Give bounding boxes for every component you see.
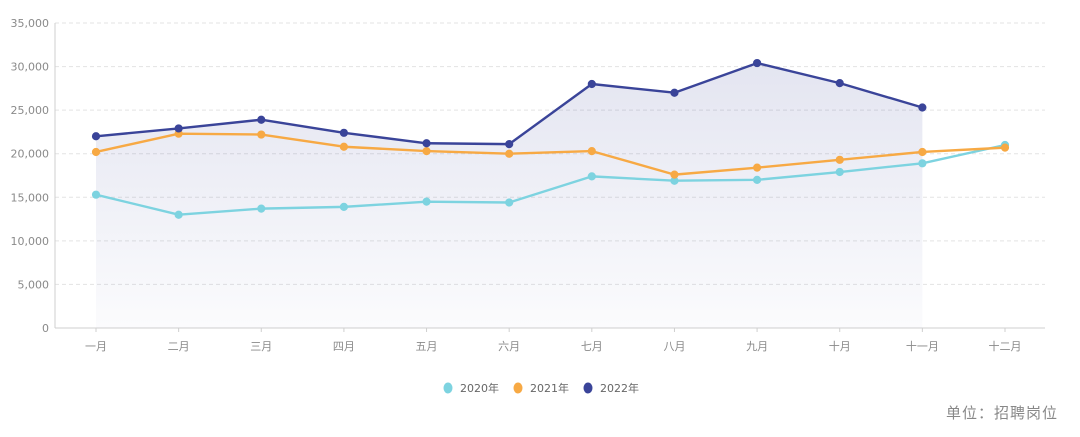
legend-marker <box>443 382 453 394</box>
x-tick-label: 八月 <box>663 340 685 353</box>
x-tick-label: 六月 <box>498 340 520 353</box>
data-point <box>670 170 679 179</box>
data-point <box>835 79 844 88</box>
data-point <box>587 79 596 89</box>
x-tick-label: 七月 <box>581 340 603 353</box>
data-point <box>505 149 514 158</box>
legend-marker <box>583 382 593 394</box>
axes: 0 5,000 10,000 15,000 20,000 25,000 30,000 35,0… <box>11 17 1045 353</box>
y-tick-label: 25,000 <box>11 104 50 117</box>
data-point <box>752 163 762 172</box>
series-line-2020年 <box>95 143 1006 216</box>
y-tick-label: 35,000 <box>11 17 50 30</box>
x-tick-label: 十一月 <box>906 339 939 353</box>
data-point <box>91 147 101 157</box>
y-tick-label: 5,000 <box>18 278 50 291</box>
x-tick-label: 十月 <box>829 339 851 353</box>
legend-label: 2021年 <box>530 381 569 395</box>
data-point <box>422 147 431 156</box>
legend[interactable]: 2020年 2021年 2022年 <box>443 381 640 395</box>
data-point <box>257 130 266 139</box>
data-point <box>257 115 266 124</box>
data-point <box>174 210 183 219</box>
y-tick-label: 30,000 <box>11 61 50 74</box>
legend-item[interactable]: 2021年 <box>513 381 570 395</box>
area-fill <box>96 63 923 328</box>
legend-label: 2022年 <box>600 381 639 395</box>
data-point <box>587 147 596 156</box>
y-tick-label: 15,000 <box>11 191 50 204</box>
x-tick-label: 十二月 <box>989 339 1022 353</box>
line-chart: 0 5,000 10,000 15,000 20,000 25,000 30,000 35,0… <box>11 17 1045 395</box>
data-point <box>752 175 762 184</box>
series-line-2021年 <box>95 132 1006 176</box>
data-point <box>752 58 762 68</box>
data-point <box>918 103 927 112</box>
data-point <box>174 124 183 133</box>
legend-marker <box>513 382 523 394</box>
legend-item[interactable]: 2020年 <box>443 381 500 395</box>
x-tick-label: 一月 <box>85 340 107 353</box>
data-point <box>1000 143 1010 152</box>
data-point <box>505 198 514 207</box>
data-point <box>91 132 101 141</box>
x-tick-label: 三月 <box>250 340 272 353</box>
data-point <box>339 128 349 137</box>
legend-label: 2020年 <box>460 381 499 395</box>
data-point <box>670 88 679 97</box>
x-tick-label: 四月 <box>333 340 355 353</box>
data-point <box>587 172 596 181</box>
y-tick-label: 0 <box>42 322 49 335</box>
y-tick-label: 20,000 <box>11 148 50 161</box>
x-tick-label: 二月 <box>168 340 190 353</box>
area-2022 <box>96 63 923 328</box>
y-tick-label: 10,000 <box>11 235 50 248</box>
series-lines <box>91 58 1010 219</box>
data-point <box>505 140 514 149</box>
x-tick-label: 五月 <box>416 340 438 353</box>
data-point <box>835 167 844 177</box>
data-point <box>422 197 431 206</box>
data-point <box>339 142 349 151</box>
legend-item[interactable]: 2022年 <box>583 381 640 395</box>
data-point <box>918 147 927 157</box>
unit-note: 单位：招聘岗位 <box>945 404 1058 422</box>
data-point <box>339 202 349 211</box>
data-point <box>918 159 927 168</box>
x-tick-label: 九月 <box>746 340 768 353</box>
data-point <box>91 190 101 199</box>
data-point <box>422 139 431 148</box>
data-point <box>257 204 266 213</box>
data-point <box>835 155 844 164</box>
